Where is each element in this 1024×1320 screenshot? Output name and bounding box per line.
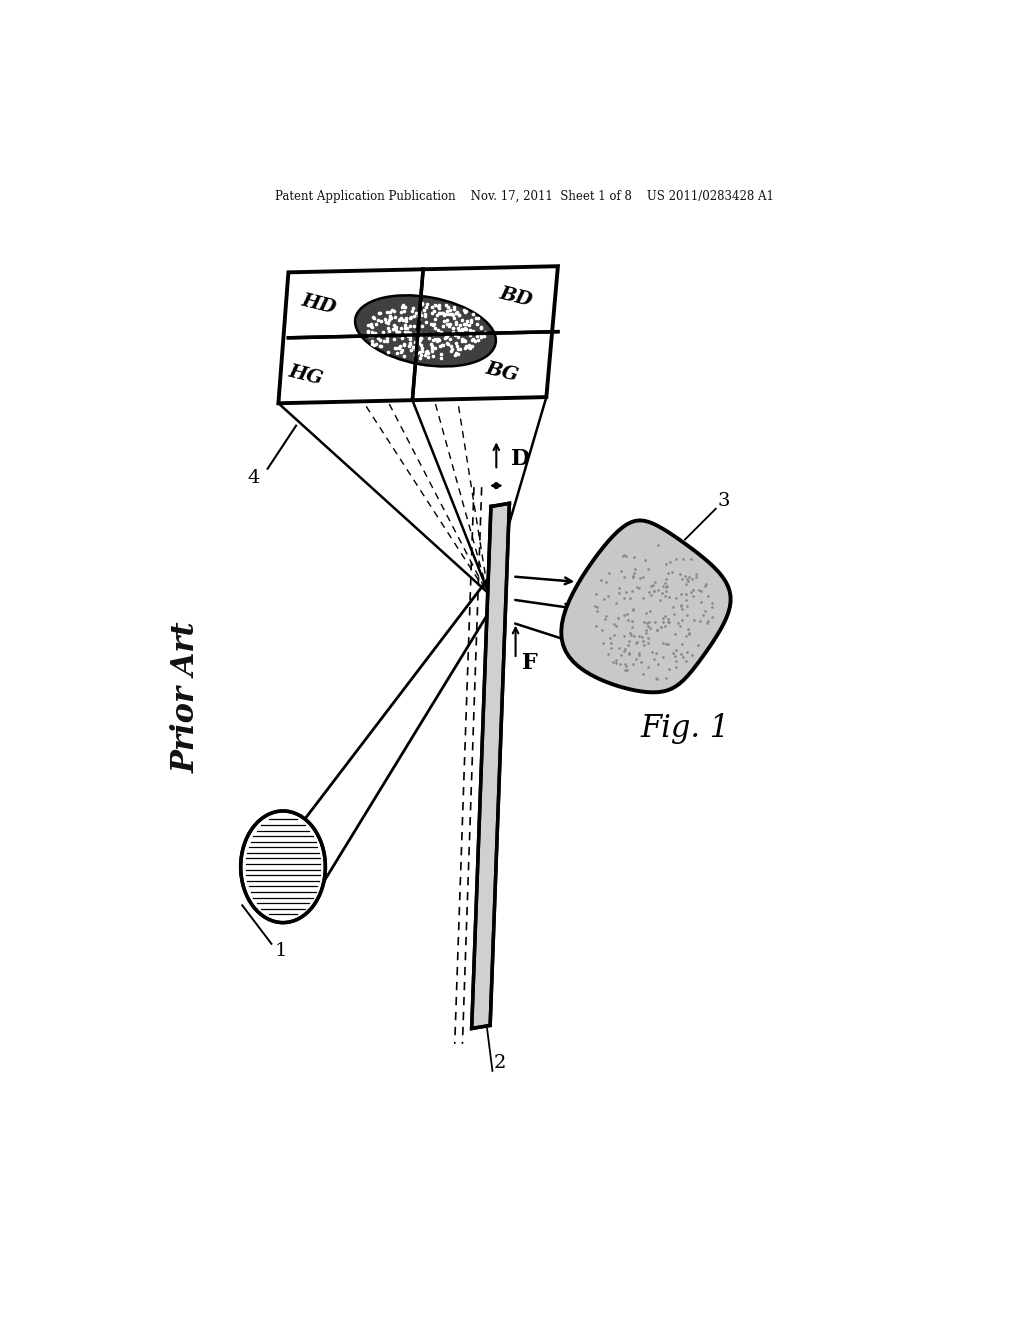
- Polygon shape: [561, 520, 730, 693]
- Text: 1: 1: [274, 942, 287, 961]
- Text: Fig. 1: Fig. 1: [640, 713, 729, 743]
- Text: BD: BD: [498, 284, 534, 310]
- Text: Prior Art: Prior Art: [171, 622, 202, 774]
- Text: F: F: [521, 652, 538, 673]
- Text: 2: 2: [494, 1055, 506, 1072]
- Text: D: D: [511, 447, 530, 470]
- Polygon shape: [279, 267, 558, 404]
- Text: Patent Application Publication    Nov. 17, 2011  Sheet 1 of 8    US 2011/0283428: Patent Application Publication Nov. 17, …: [275, 190, 774, 203]
- Ellipse shape: [355, 296, 496, 367]
- Text: 4: 4: [248, 469, 260, 487]
- Text: BG: BG: [483, 359, 520, 385]
- Polygon shape: [472, 503, 509, 1028]
- Text: HG: HG: [287, 363, 326, 388]
- Text: HD: HD: [300, 292, 339, 318]
- Ellipse shape: [241, 810, 326, 923]
- Text: 3: 3: [717, 492, 730, 510]
